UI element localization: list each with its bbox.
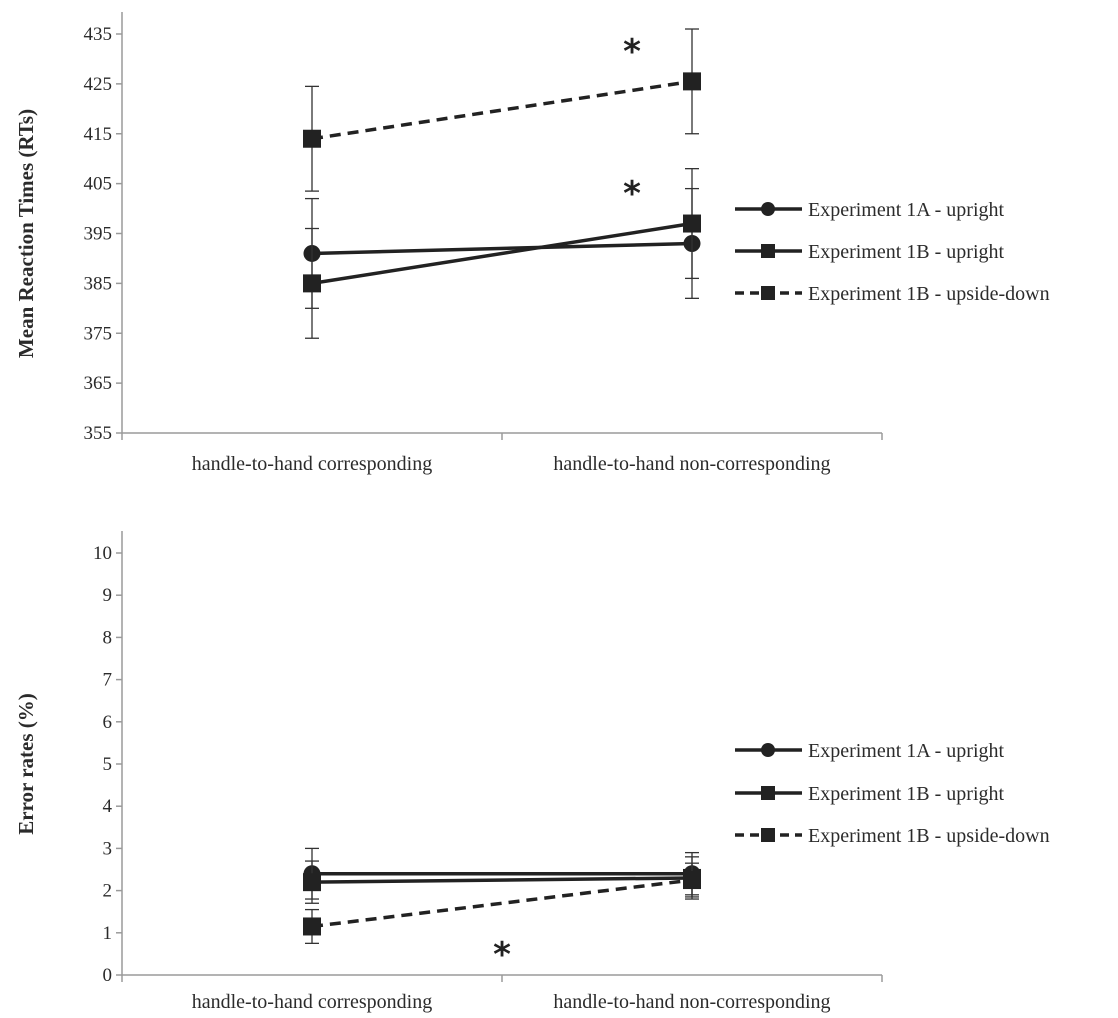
y-tick-label: 395 xyxy=(84,224,113,245)
series-line xyxy=(311,878,693,929)
legend-item: Experiment 1A - upright xyxy=(735,740,1005,762)
legend: Experiment 1A - upright Experiment 1B - u… xyxy=(735,740,1050,847)
y-tick-label: 405 xyxy=(84,174,113,195)
significance-marker: * xyxy=(623,32,641,72)
x-category-label: handle-to-hand corresponding xyxy=(192,453,432,475)
x-category-label: handle-to-hand non-corresponding xyxy=(553,453,830,475)
legend-label: Experiment 1B - upright xyxy=(808,783,1005,805)
legend-label: Experiment 1B - upside-down xyxy=(808,825,1050,847)
y-tick-label: 2 xyxy=(103,881,113,902)
y-tick-label: 1 xyxy=(103,923,113,944)
series-2 xyxy=(303,168,701,339)
series-1 xyxy=(303,847,701,900)
data-point xyxy=(303,129,321,148)
significance-marker: * xyxy=(493,935,511,975)
legend-label: Experiment 1B - upright xyxy=(808,241,1005,263)
legend-item: Experiment 1A - upright xyxy=(735,199,1005,221)
y-tick-label: 4 xyxy=(103,796,113,817)
legend-item: Experiment 1B - upright xyxy=(735,783,1005,805)
data-point xyxy=(683,214,701,233)
legend-marker xyxy=(761,828,775,842)
legend-item: Experiment 1B - upside-down xyxy=(735,283,1050,305)
data-point xyxy=(303,873,321,892)
legend-label: Experiment 1B - upside-down xyxy=(808,283,1050,305)
y-tick-label: 435 xyxy=(84,24,113,45)
series-3 xyxy=(303,862,701,944)
data-point xyxy=(303,274,321,293)
y-tick-label: 355 xyxy=(84,423,113,444)
y-tick-label: 0 xyxy=(103,965,113,986)
y-tick-label: 8 xyxy=(103,627,113,648)
legend-label: Experiment 1A - upright xyxy=(808,740,1005,762)
legend: Experiment 1A - upright Experiment 1B - u… xyxy=(735,199,1050,305)
y-tick-label: 7 xyxy=(103,670,113,691)
legend-marker xyxy=(761,786,775,800)
legend-marker xyxy=(761,202,775,216)
x-category-label: handle-to-hand non-corresponding xyxy=(553,991,830,1013)
y-tick-label: 415 xyxy=(84,124,113,145)
legend-label: Experiment 1A - upright xyxy=(808,199,1005,221)
data-point xyxy=(683,72,701,91)
chart-panel-2: 0 1 2 3 4 5 6 7 8 9 10 handle-to-hand corresponding… xyxy=(14,531,1050,1013)
series-line xyxy=(311,241,693,256)
y-tick-label: 365 xyxy=(84,373,113,394)
data-point xyxy=(303,917,321,936)
legend-marker xyxy=(761,743,775,757)
chart-panel-1: 355 365 375 385 395 405 415 425 435 handle-to-han… xyxy=(14,12,1050,475)
y-tick-label: 5 xyxy=(103,754,113,775)
y-axis-title: Error rates (%) xyxy=(14,693,38,835)
series-line xyxy=(311,221,693,286)
series-line xyxy=(311,876,693,884)
series-1 xyxy=(303,187,701,309)
data-point xyxy=(683,871,701,890)
y-tick-label: 3 xyxy=(103,838,113,859)
y-axis-title: Mean Reaction Times (RTs) xyxy=(14,109,38,358)
series-2 xyxy=(303,856,701,904)
significance-marker: * xyxy=(623,174,641,214)
x-category-label: handle-to-hand corresponding xyxy=(192,991,432,1013)
legend-marker xyxy=(761,244,775,258)
series-3 xyxy=(303,28,701,192)
y-tick-label: 375 xyxy=(84,323,113,344)
series-line xyxy=(311,79,693,141)
y-tick-label: 6 xyxy=(103,712,113,733)
y-tick-label: 10 xyxy=(93,543,112,564)
y-tick-label: 425 xyxy=(84,74,113,95)
legend-item: Experiment 1B - upside-down xyxy=(735,825,1050,847)
y-tick-label: 385 xyxy=(84,273,113,294)
legend-item: Experiment 1B - upright xyxy=(735,241,1005,263)
legend-marker xyxy=(761,286,775,300)
y-tick-label: 9 xyxy=(103,585,113,606)
